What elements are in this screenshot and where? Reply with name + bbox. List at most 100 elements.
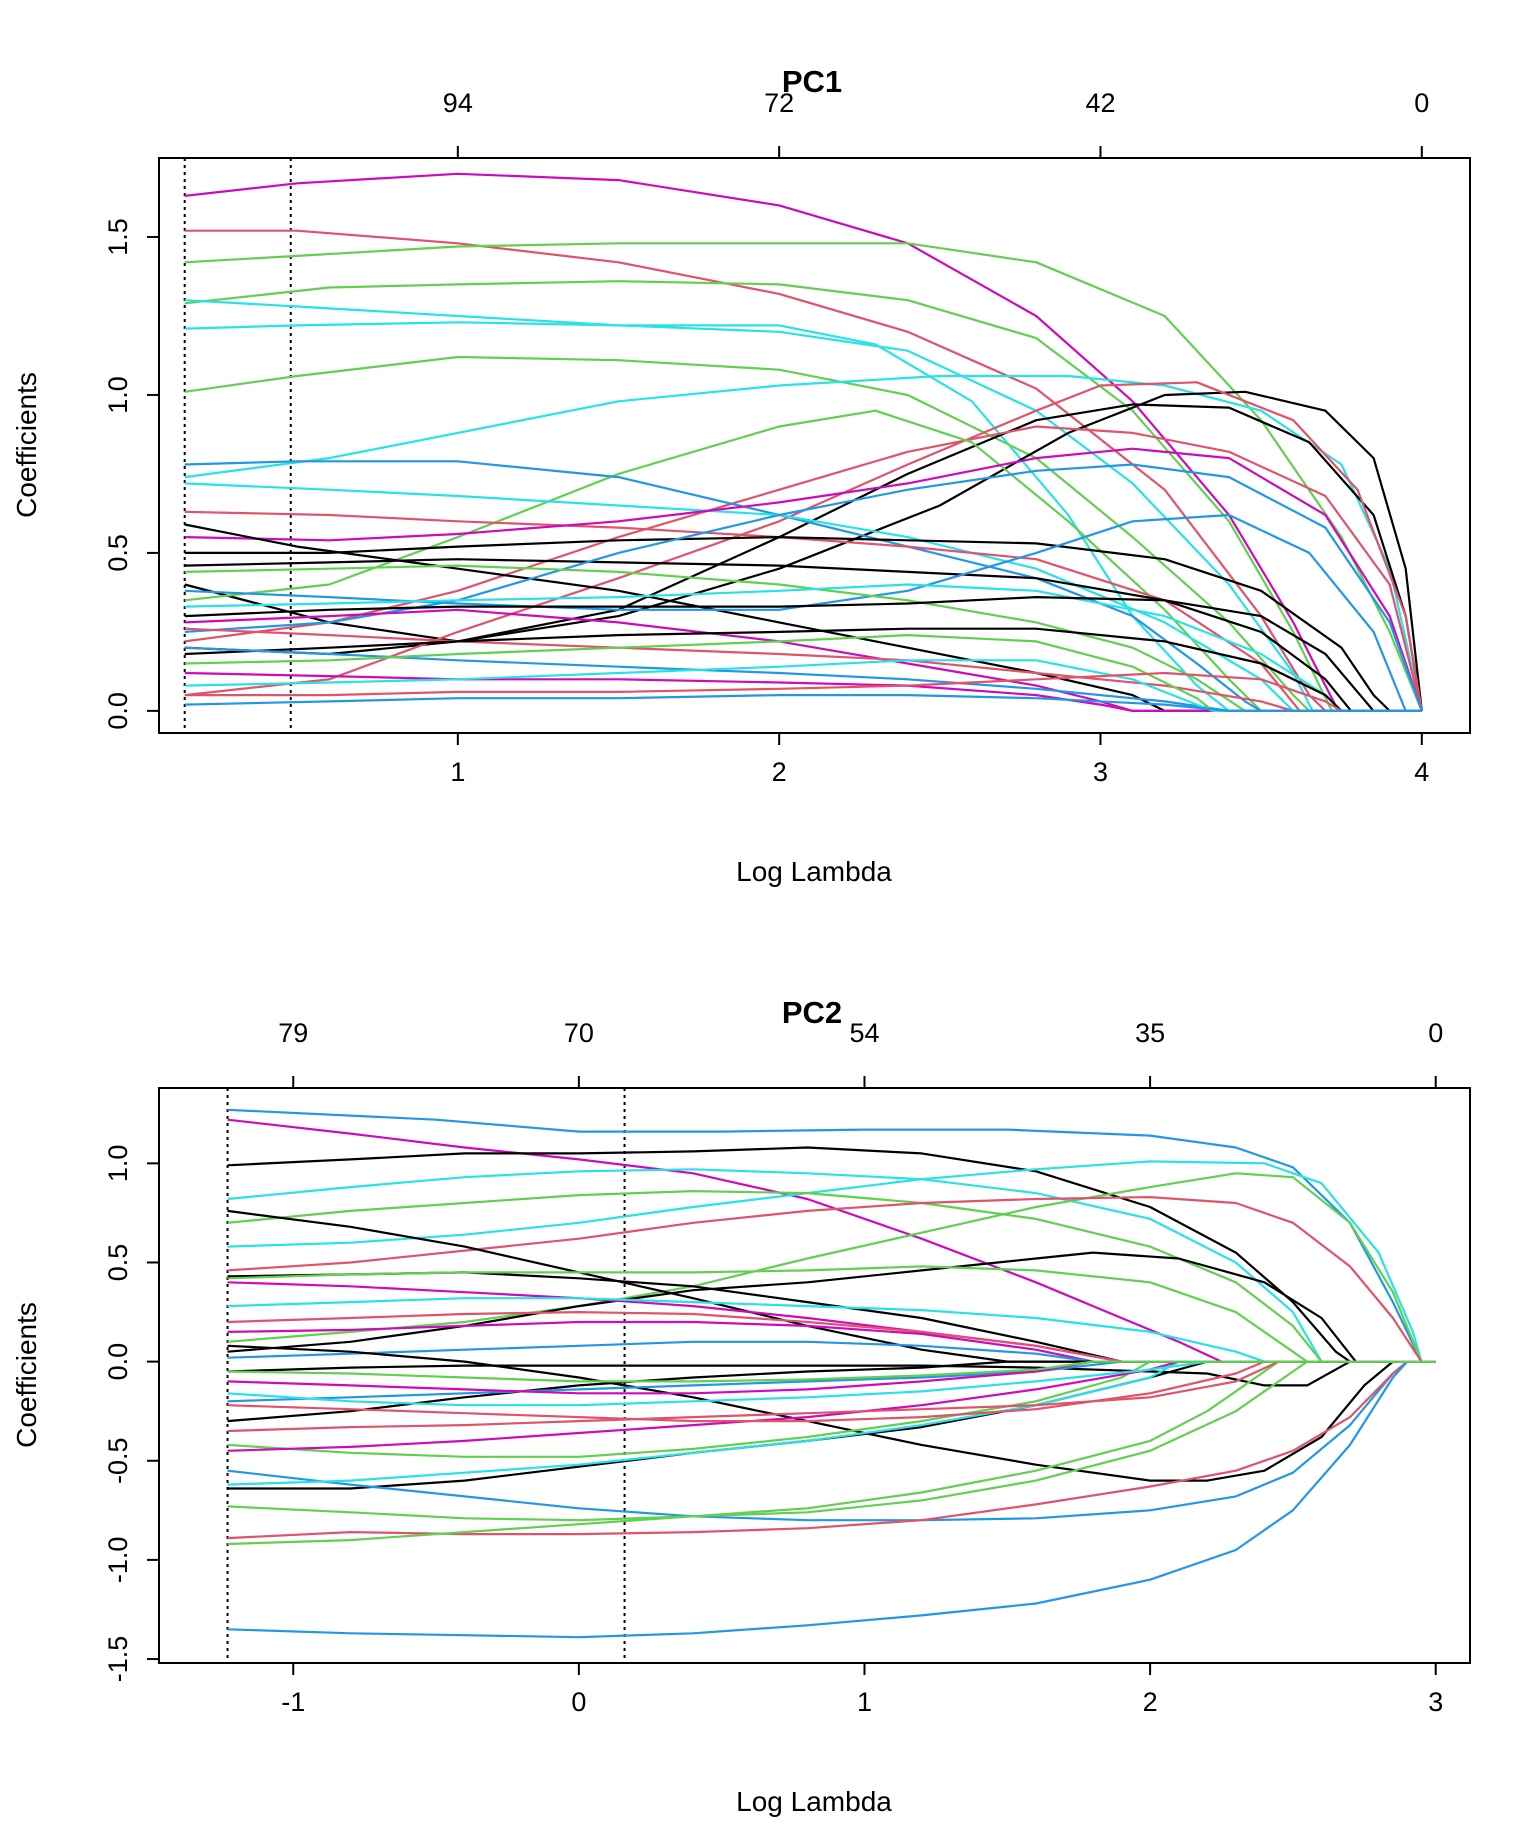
top-tick-label: 0 <box>1428 1018 1443 1048</box>
coefficient-path-line <box>184 513 1422 713</box>
coefficient-path-line <box>184 633 1422 713</box>
y-tick-label: 0.5 <box>103 1244 133 1282</box>
y-axis: 0.0 0.5 1.0 1.5 <box>103 218 160 730</box>
coefficient-path-line <box>184 425 1423 712</box>
coefficient-path-line <box>184 381 1423 712</box>
coefficient-path-line <box>184 608 1422 713</box>
coefficient-path-line <box>184 355 1422 713</box>
coefficient-path-line <box>184 595 1422 713</box>
coefficient-path-line <box>184 535 1422 713</box>
top-tick-label: 35 <box>1135 1018 1165 1048</box>
coefficient-path-line <box>184 482 1422 713</box>
y-axis: -1.5 -1.0 -0.5 0.0 0.5 1.0 <box>103 1145 160 1683</box>
coefficient-path-line <box>227 1360 1436 1423</box>
coefficient-path-line <box>227 1360 1436 1407</box>
x-axis-label: Log Lambda <box>736 1786 892 1817</box>
coefficient-path-line <box>184 671 1422 713</box>
coefficient-path-line <box>184 463 1423 712</box>
coefficient-path-line <box>227 1360 1436 1433</box>
coefficient-path-line <box>227 1146 1436 1363</box>
y-tick-label: -1.5 <box>103 1636 133 1683</box>
x-tick-label: 2 <box>1143 1687 1158 1717</box>
coefficient-path-line <box>227 1172 1436 1363</box>
coefficient-path-line <box>227 1360 1436 1452</box>
y-tick-label: -1.0 <box>103 1537 133 1584</box>
x-axis: -1 0 1 2 3 <box>274 1662 1443 1717</box>
coefficient-path-line <box>227 1360 1436 1639</box>
top-tick-label: 42 <box>1085 88 1115 118</box>
coefficient-path-line <box>184 374 1423 712</box>
coefficient-path-line <box>227 1209 1436 1363</box>
y-tick-label: -0.5 <box>103 1437 133 1484</box>
y-tick-label: 0.0 <box>103 1343 133 1381</box>
coefficient-path-line <box>227 1344 1436 1482</box>
coefficient-path-line <box>184 460 1422 713</box>
coefficient-path-line <box>227 1360 1436 1546</box>
coefficient-path-line <box>227 1108 1436 1363</box>
coefficient-path-line <box>227 1360 1436 1403</box>
top-axis: 79 70 54 35 0 <box>274 1018 1443 1089</box>
chart-panel-pc1: PC1 94 72 42 0 1 2 3 4 0.0 0.5 1.0 1.5 Log Lambda… <box>11 64 1471 887</box>
coefficient-path-line <box>227 1118 1436 1363</box>
x-tick-label: 1 <box>450 757 465 787</box>
coefficient-path-line <box>227 1360 1436 1540</box>
coefficient-path-line <box>227 1160 1436 1363</box>
coefficient-path-line <box>227 1360 1436 1383</box>
x-axis-label: Log Lambda <box>736 856 892 887</box>
x-tick-label: -1 <box>281 1687 305 1717</box>
coefficient-path-line <box>184 321 1422 713</box>
y-tick-label: 0.0 <box>103 692 133 730</box>
top-tick-label: 0 <box>1414 88 1429 118</box>
chart-title: PC2 <box>782 995 842 1030</box>
coefficient-path-line <box>184 172 1422 713</box>
top-tick-label: 54 <box>849 1018 879 1048</box>
coefficient-path-line <box>184 627 1422 713</box>
coefficient-path-line <box>227 1360 1436 1387</box>
coefficient-path-line <box>184 409 1422 713</box>
series-group <box>184 172 1423 713</box>
top-tick-label: 79 <box>278 1018 308 1048</box>
x-tick-label: 2 <box>772 757 787 787</box>
chart-panel-pc2: PC2 79 70 54 35 0 -1 0 1 2 3 -1.5 -1.0 -0.5 0.0 0.5 1… <box>11 995 1471 1817</box>
vline-group <box>183 158 292 733</box>
coefficient-path-line <box>227 1195 1436 1363</box>
x-tick-label: 3 <box>1428 1687 1443 1717</box>
vline-group <box>226 1088 626 1663</box>
coefficient-path-line <box>184 558 1422 713</box>
coefficient-path-line <box>184 564 1422 713</box>
coefficient-path-line <box>227 1360 1436 1486</box>
x-axis: 1 2 3 4 <box>450 732 1429 787</box>
x-tick-label: 1 <box>857 1687 872 1717</box>
y-tick-label: 0.5 <box>103 534 133 572</box>
x-tick-label: 3 <box>1093 757 1108 787</box>
coefficient-path-line <box>227 1265 1436 1363</box>
series-group <box>227 1108 1436 1639</box>
coefficient-path-line <box>227 1189 1436 1363</box>
coefficient-path-line <box>227 1360 1436 1522</box>
coefficient-path-line <box>184 510 1422 713</box>
coefficient-path-line <box>184 280 1422 713</box>
y-axis-label: Coefficients <box>11 1302 42 1448</box>
y-tick-label: 1.0 <box>103 376 133 414</box>
y-tick-label: 1.0 <box>103 1145 133 1183</box>
coefficient-path-line <box>184 693 1422 713</box>
coefficient-path-line <box>227 1297 1436 1363</box>
coefficient-path-line <box>184 299 1422 713</box>
coefficient-path-line <box>227 1360 1436 1423</box>
coefficient-path-line <box>184 447 1423 712</box>
top-tick-label: 70 <box>564 1018 594 1048</box>
y-axis-label: Coefficients <box>11 372 42 518</box>
coefficient-path-line <box>184 659 1422 713</box>
coefficient-path-line <box>184 671 1422 713</box>
top-tick-label: 72 <box>764 88 794 118</box>
top-axis: 94 72 42 0 <box>443 88 1429 159</box>
top-tick-label: 94 <box>443 88 473 118</box>
x-tick-label: 4 <box>1414 757 1429 787</box>
x-tick-label: 0 <box>571 1687 586 1717</box>
coefficient-path-line <box>227 1251 1436 1363</box>
coefficient-path-line <box>227 1340 1436 1363</box>
coefficient-path-line <box>184 229 1422 713</box>
y-tick-label: 1.5 <box>103 218 133 256</box>
chart-title: PC1 <box>782 64 842 99</box>
